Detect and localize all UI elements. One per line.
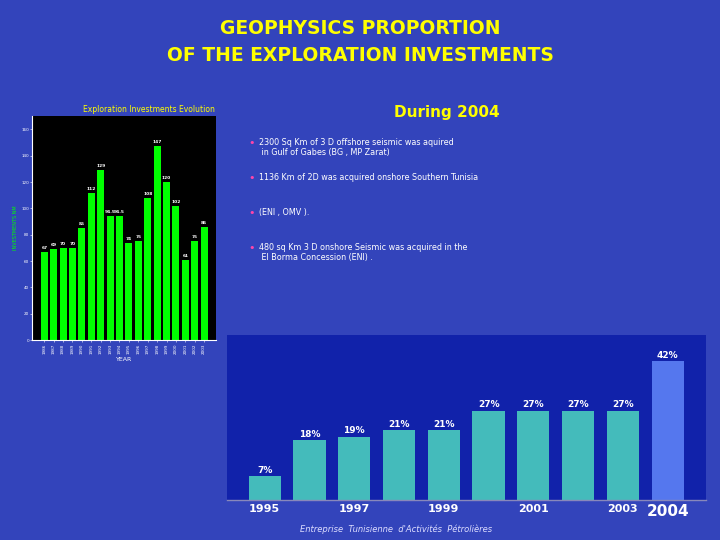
Text: 7%: 7% <box>257 466 272 475</box>
Bar <box>116 215 123 340</box>
Bar <box>472 410 505 500</box>
Text: (ENI , OMV ).: (ENI , OMV ). <box>259 208 310 217</box>
Text: 18%: 18% <box>299 429 320 438</box>
Text: GEOPHYSICS PROPORTION: GEOPHYSICS PROPORTION <box>220 19 500 38</box>
Text: 480 sq Km 3 D onshore Seismic was acquired in the
 El Borma Concession (ENI) .: 480 sq Km 3 D onshore Seismic was acquir… <box>259 243 467 262</box>
Bar <box>125 242 132 340</box>
Bar <box>69 248 76 340</box>
Text: 94.5: 94.5 <box>114 210 125 214</box>
Text: Exploration Investments Evolution: Exploration Investments Evolution <box>83 105 215 114</box>
Text: Entreprise  Tunisienne  d'Activités  Pétrolières: Entreprise Tunisienne d'Activités Pétrol… <box>300 525 492 535</box>
Bar <box>78 228 86 340</box>
X-axis label: YEAR: YEAR <box>116 357 132 362</box>
Text: OF THE EXPLORATION INVESTMENTS: OF THE EXPLORATION INVESTMENTS <box>166 46 554 65</box>
Text: 19%: 19% <box>343 426 365 435</box>
Text: 102: 102 <box>171 200 181 204</box>
Bar <box>293 440 325 500</box>
Text: 74: 74 <box>126 237 132 241</box>
Bar <box>107 215 114 340</box>
Text: 27%: 27% <box>567 400 589 409</box>
Text: 67: 67 <box>41 246 48 250</box>
Text: 70: 70 <box>60 242 66 246</box>
Text: 70: 70 <box>69 242 76 246</box>
Text: •: • <box>248 138 255 148</box>
Bar <box>248 476 281 500</box>
Text: During 2004: During 2004 <box>394 105 499 120</box>
Bar <box>153 146 161 340</box>
Text: 21%: 21% <box>433 420 454 429</box>
Text: 120: 120 <box>162 176 171 180</box>
Text: 27%: 27% <box>612 400 634 409</box>
Bar <box>562 410 594 500</box>
Text: 27%: 27% <box>523 400 544 409</box>
Text: 42%: 42% <box>657 350 678 360</box>
Bar <box>517 410 549 500</box>
Text: 85: 85 <box>79 222 85 226</box>
Bar <box>201 227 207 340</box>
Bar <box>338 437 370 500</box>
Text: 94.5: 94.5 <box>104 210 115 214</box>
Text: •: • <box>248 208 255 218</box>
Bar <box>50 249 57 340</box>
Text: 147: 147 <box>153 140 162 144</box>
Bar <box>192 241 198 340</box>
Bar <box>97 170 104 340</box>
Bar <box>60 248 67 340</box>
Bar <box>163 182 170 340</box>
Y-axis label: INVESTMENTS NM: INVESTMENTS NM <box>14 206 19 251</box>
Text: 108: 108 <box>143 192 153 196</box>
Text: 27%: 27% <box>478 400 500 409</box>
Text: 1136 Km of 2D was acquired onshore Southern Tunisia: 1136 Km of 2D was acquired onshore South… <box>259 173 478 182</box>
Text: 75: 75 <box>192 235 198 239</box>
Bar <box>607 410 639 500</box>
Bar <box>144 198 151 340</box>
Text: 129: 129 <box>96 164 105 168</box>
Bar <box>88 193 95 340</box>
Bar <box>383 430 415 500</box>
Text: 86: 86 <box>201 221 207 225</box>
Text: •: • <box>248 243 255 253</box>
Text: 2300 Sq Km of 3 D offshore seismic was aquired
 in Gulf of Gabes (BG , MP Zarat): 2300 Sq Km of 3 D offshore seismic was a… <box>259 138 454 157</box>
Text: 21%: 21% <box>388 420 410 429</box>
Bar <box>181 260 189 340</box>
Bar <box>41 252 48 340</box>
Bar <box>135 241 142 340</box>
Text: 61: 61 <box>182 254 189 258</box>
Text: 75: 75 <box>135 235 141 239</box>
Bar <box>652 361 684 500</box>
Bar <box>172 206 179 340</box>
Text: 112: 112 <box>86 187 96 191</box>
Bar <box>428 430 460 500</box>
Text: 69: 69 <box>50 243 57 247</box>
Text: •: • <box>248 173 255 183</box>
